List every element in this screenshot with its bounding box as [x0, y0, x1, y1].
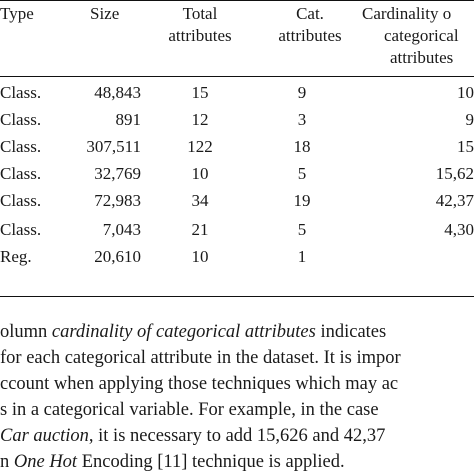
cell-total: 10 — [191, 164, 209, 183]
cell-total: 10 — [191, 247, 209, 266]
header-cat-line1: Cat. — [296, 4, 324, 23]
cell-type: Class. — [0, 220, 42, 239]
cell-cat: 1 — [297, 247, 307, 266]
line1-text-a: olumn — [0, 322, 52, 342]
cell-total: 12 — [191, 110, 209, 129]
line6-text-a: n — [0, 452, 14, 472]
line5-text-b: , it is necessary to add 15,626 and 42,3… — [88, 426, 386, 446]
cell-total: 34 — [191, 191, 209, 210]
line6-italic: One Hot — [13, 452, 78, 472]
cell-card: 15 — [457, 137, 474, 156]
cell-total: 15 — [191, 83, 209, 102]
header-type: Type — [0, 4, 34, 23]
cell-size: 20,610 — [94, 247, 141, 266]
header-card-line3: attributes — [390, 48, 454, 67]
cell-type: Class. — [0, 83, 42, 102]
header-cardinality: Cardinality o categorical attributes — [362, 3, 474, 69]
paragraph-line-2: for each categorical attribute in the da… — [0, 348, 401, 368]
header-card-line1: Cardinality o — [362, 4, 452, 23]
cell-type: Class. — [0, 110, 42, 129]
cell-type: Class. — [0, 191, 42, 210]
cell-size: 48,843 — [94, 83, 141, 102]
paragraph-line-4: s in a categorical variable. For example… — [0, 400, 379, 420]
cell-size: 891 — [115, 110, 142, 129]
top-rule — [0, 0, 474, 1]
cell-size: 32,769 — [94, 164, 141, 183]
paragraph-line-5: Car auction, it is necessary to add 15,6… — [0, 426, 474, 447]
line6-text-b: Encoding [11] technique is applied. — [77, 452, 345, 472]
header-size: Size — [90, 4, 120, 23]
cell-cat: 5 — [297, 220, 307, 239]
paragraph-line-6: n One Hot Encoding [11] technique is app… — [0, 452, 474, 473]
line1-text-b: indicates — [315, 322, 387, 342]
cell-cat: 19 — [293, 191, 311, 210]
cell-size: 307,511 — [86, 137, 141, 156]
cell-size: 7,043 — [102, 220, 141, 239]
cell-total: 122 — [187, 137, 213, 156]
cell-total: 21 — [191, 220, 209, 239]
line5-italic: Car auction — [0, 426, 89, 446]
cell-type: Reg. — [0, 247, 32, 266]
cell-card: 10 — [457, 83, 474, 102]
bottom-rule — [0, 296, 474, 297]
paragraph-line-1: olumn cardinality of categorical attribu… — [0, 322, 474, 343]
header-cat-line2: attributes — [278, 26, 342, 45]
cell-card: 4,30 — [444, 220, 474, 239]
header-total-line1: Total — [182, 4, 218, 23]
cell-type: Class. — [0, 137, 42, 156]
header-rule — [0, 76, 474, 77]
header-card-line2: categorical — [384, 26, 459, 45]
header-total-line2: attributes — [168, 26, 232, 45]
cell-cat: 9 — [297, 83, 307, 102]
cell-cat: 3 — [297, 110, 307, 129]
cell-card: 42,37 — [435, 191, 474, 210]
line1-italic: cardinality of categorical attributes — [51, 322, 316, 342]
paragraph-line-3: ccount when applying those techniques wh… — [0, 374, 399, 394]
cell-type: Class. — [0, 164, 42, 183]
cell-cat: 18 — [293, 137, 311, 156]
cell-cat: 5 — [297, 164, 307, 183]
header-total-attributes: Total attributes — [152, 3, 248, 47]
header-cat-attributes: Cat. attributes — [262, 3, 358, 47]
cell-card: 9 — [465, 110, 474, 129]
cell-card: 15,62 — [435, 164, 474, 183]
cell-size: 72,983 — [94, 191, 141, 210]
